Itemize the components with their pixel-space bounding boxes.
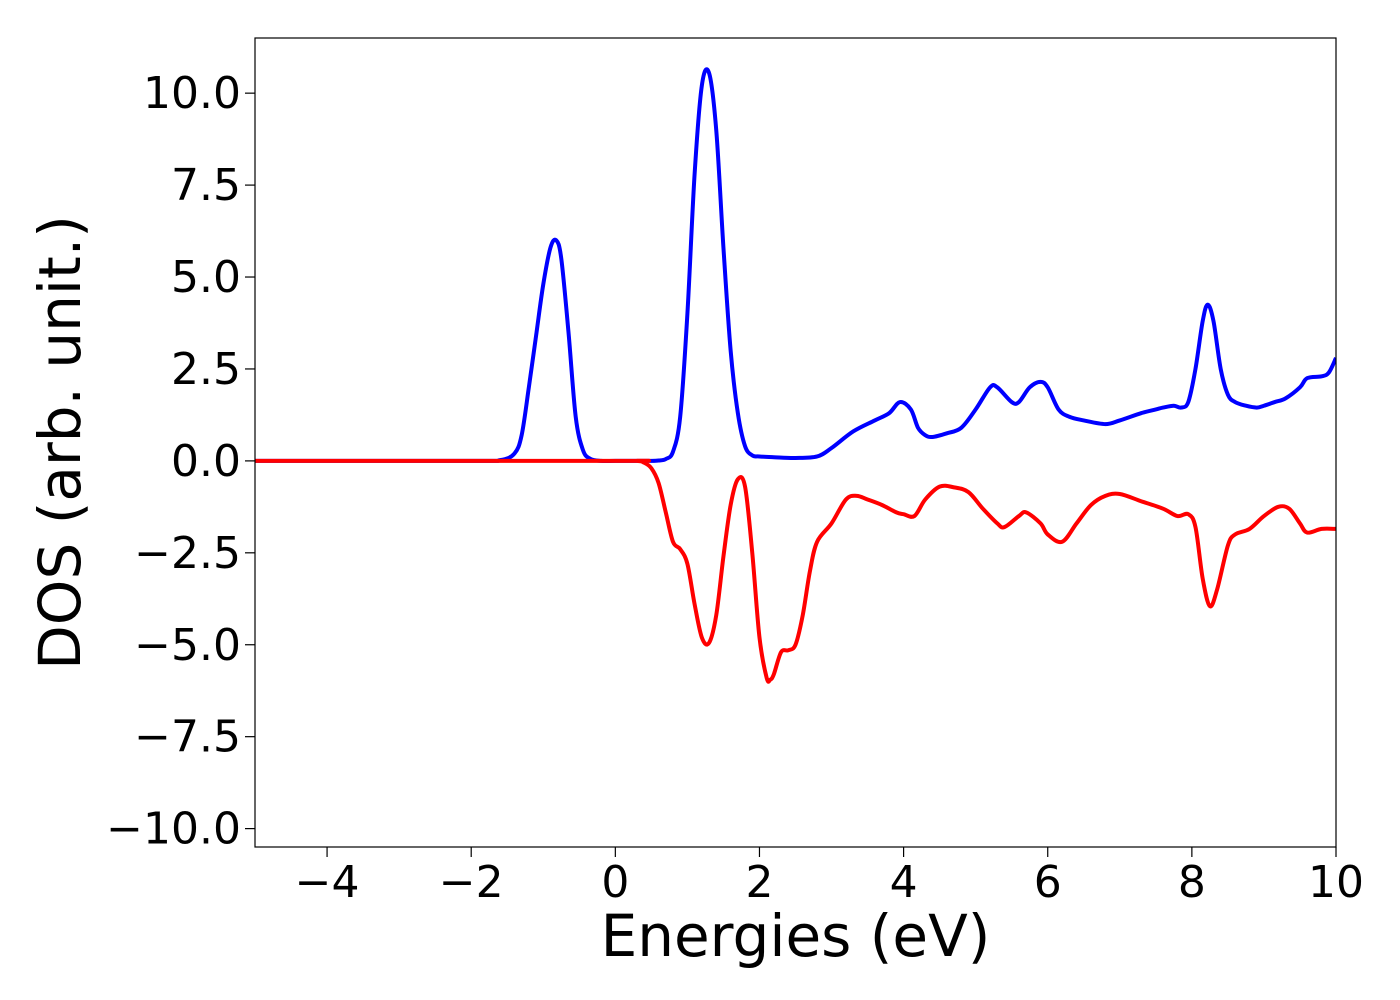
x-tick-label: −2 (439, 857, 504, 908)
y-tick-label: 10.0 (143, 68, 241, 119)
x-tick-label: 8 (1178, 857, 1206, 908)
y-axis-ticks: 10.0 7.5 5.0 2.5 0.0 −2.5 −5.0 −7.5 −10.0 (106, 68, 255, 855)
series-layer (255, 67, 1336, 684)
x-tick-label: 10 (1308, 857, 1364, 908)
x-axis-label: Energies (eV) (601, 902, 991, 970)
x-tick-label: 4 (890, 857, 918, 908)
series-line-0 (255, 67, 1336, 464)
y-tick-label: −7.5 (134, 712, 241, 763)
y-axis-label: DOS (arb. unit.) (26, 215, 94, 670)
x-axis-ticks: −4 −2 0 2 4 6 8 10 (295, 847, 1364, 908)
x-tick-label: −4 (295, 857, 360, 908)
x-tick-label: 2 (745, 857, 773, 908)
y-tick-label: 7.5 (171, 160, 241, 211)
y-tick-label: 5.0 (171, 252, 241, 303)
y-tick-label: 2.5 (171, 344, 241, 395)
y-tick-label: −5.0 (134, 620, 241, 671)
y-tick-label: 0.0 (171, 436, 241, 487)
y-tick-label: −10.0 (106, 804, 241, 855)
y-tick-label: −2.5 (134, 528, 241, 579)
series-line-1 (255, 458, 1336, 684)
x-tick-label: 6 (1034, 857, 1062, 908)
plot-frame (254, 37, 1337, 848)
x-tick-label: 0 (601, 857, 629, 908)
